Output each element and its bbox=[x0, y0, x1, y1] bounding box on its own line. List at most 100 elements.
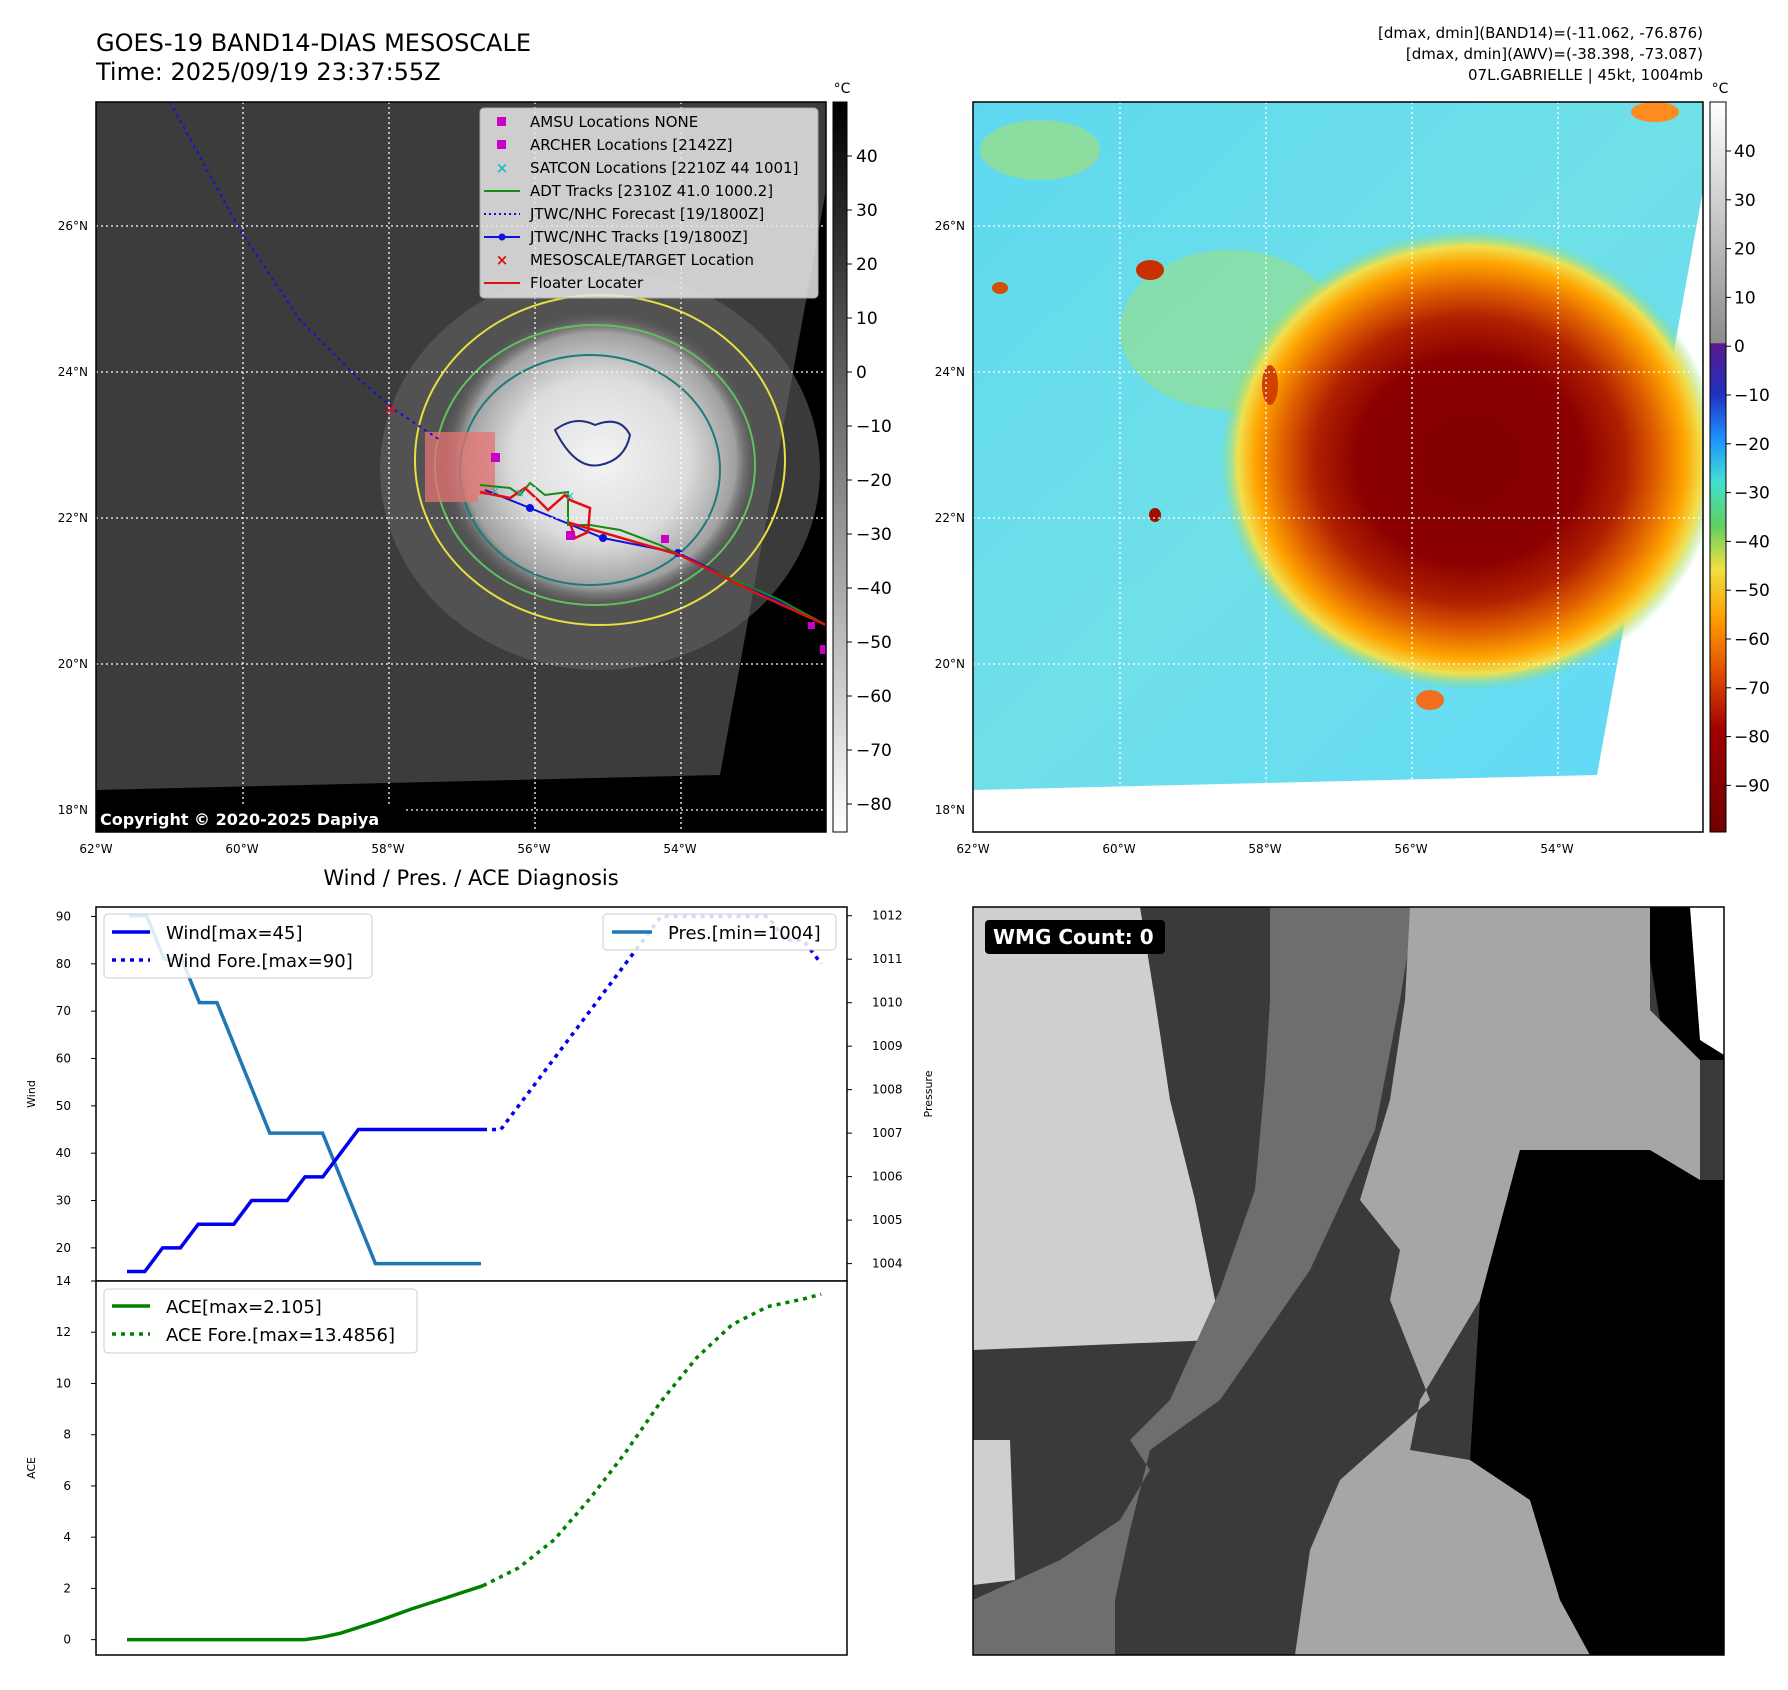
ir-contour-navy bbox=[553, 420, 632, 467]
colorbar-tick-label: −60 bbox=[1734, 630, 1770, 650]
legend-marker bbox=[497, 117, 506, 126]
wind-tick-label: 70 bbox=[56, 1004, 71, 1018]
legend-label: ARCHER Locations [2142Z] bbox=[530, 136, 733, 154]
cb-colorbar-unit: °C bbox=[1712, 81, 1729, 97]
ace-tick-label: 2 bbox=[63, 1581, 71, 1595]
wind-axis-label: Wind bbox=[25, 1080, 38, 1108]
pressure-tick-label: 1008 bbox=[872, 1083, 903, 1097]
ace-tick-label: 6 bbox=[63, 1479, 71, 1493]
ir-lat-labels: 26°N 24°N 22°N 20°N 18°N bbox=[58, 219, 88, 817]
wmg-light-region bbox=[973, 907, 1215, 1350]
archer-marker bbox=[491, 453, 500, 462]
wind-tick-label: 20 bbox=[56, 1241, 71, 1255]
archer-marker bbox=[661, 535, 669, 543]
lat-label: 24°N bbox=[58, 365, 88, 379]
colorbar-tick-label: −50 bbox=[1734, 581, 1770, 601]
colorbar-tick-label: 20 bbox=[856, 255, 878, 275]
wmg-frame bbox=[972, 906, 1725, 1656]
pressure-tick-label: 1009 bbox=[872, 1039, 903, 1053]
lon-label: 58°W bbox=[1248, 842, 1281, 856]
lat-label: 20°N bbox=[58, 657, 88, 671]
wind-fore-legend-label: Wind Fore.[max=90] bbox=[166, 951, 353, 972]
cb-colorbar: °C 40 30 20 10 0 −10 −20 −30 −40 −50 −60 −70 −80 −90 bbox=[1709, 81, 1770, 833]
lat-label: 18°N bbox=[935, 803, 965, 817]
colorbar-tick-label: −90 bbox=[1734, 776, 1770, 796]
wind-legend-label: Wind[max=45] bbox=[166, 923, 303, 944]
wmg-panel: WMG Count: 0 bbox=[972, 906, 1725, 1656]
awv-range: [dmax, dmin](AWV)=(-38.398, -73.087) bbox=[1406, 45, 1703, 63]
colorbar-tick-label: −70 bbox=[1734, 679, 1770, 699]
legend-label: AMSU Locations NONE bbox=[530, 113, 698, 131]
lat-label: 26°N bbox=[935, 219, 965, 233]
wmg-white-corner bbox=[1690, 907, 1724, 1055]
diagnosis-title: Wind / Pres. / ACE Diagnosis bbox=[323, 866, 618, 890]
storm-info: 07L.GABRIELLE | 45kt, 1004mb bbox=[1468, 66, 1703, 84]
wind-legend-box bbox=[103, 913, 373, 979]
colorbar-tick-label: −30 bbox=[856, 525, 892, 545]
colorbar-tick-label: −80 bbox=[1734, 728, 1770, 748]
pressure-legend: Pres.[min=1004] bbox=[602, 913, 837, 951]
legend-label: ADT Tracks [2310Z 41.0 1000.2] bbox=[530, 182, 773, 200]
wmg-gray-region bbox=[1295, 907, 1700, 1655]
colorbar-tick-label: −40 bbox=[1734, 532, 1770, 552]
colorbar-tick-label: −10 bbox=[856, 417, 892, 437]
ir-map-legend: AMSU Locations NONE ARCHER Locations [214… bbox=[479, 107, 819, 299]
colorbar-tick-label: −50 bbox=[856, 633, 892, 653]
figure-title: GOES-19 BAND14-DIAS MESOSCALE bbox=[96, 29, 531, 57]
colorbar-tick-label: −20 bbox=[1734, 435, 1770, 455]
colorbar-tick-label: −80 bbox=[856, 795, 892, 815]
wind-tick-label: 90 bbox=[56, 909, 71, 923]
track-point bbox=[599, 534, 607, 542]
cb-map-panel: 26°N 24°N 22°N 20°N 18°N 62°W 60°W 58°W 56°W 54°… bbox=[935, 101, 1704, 856]
ace-tick-label: 4 bbox=[63, 1530, 71, 1544]
ace-axis-label: ACE bbox=[25, 1457, 38, 1479]
satcon-marker: × bbox=[490, 484, 500, 498]
pressure-tick-label: 1007 bbox=[872, 1126, 903, 1140]
colorbar-tick-label: −10 bbox=[1734, 386, 1770, 406]
ace-legend-box bbox=[103, 1288, 418, 1354]
archer-marker bbox=[808, 622, 815, 629]
pressure-legend-label: Pres.[min=1004] bbox=[668, 923, 821, 944]
colorbar-tick-label: 20 bbox=[1734, 240, 1756, 260]
legend-box bbox=[479, 107, 819, 299]
cb-convective-cell bbox=[1149, 508, 1161, 522]
legend-label: JTWC/NHC Forecast [19/1800Z] bbox=[529, 205, 764, 223]
ace-tick-label: 0 bbox=[63, 1633, 71, 1647]
wind-tick-label: 40 bbox=[56, 1146, 71, 1160]
lat-label: 24°N bbox=[935, 365, 965, 379]
colorbar-tick-label: 10 bbox=[1734, 288, 1756, 308]
colorbar-tick-label: 0 bbox=[1734, 337, 1745, 357]
ace-series-line-0 bbox=[127, 1584, 484, 1642]
ir-colorbar-unit: °C bbox=[834, 81, 851, 97]
legend-label: JTWC/NHC Tracks [19/1800Z] bbox=[529, 228, 748, 246]
floater-locater-line bbox=[479, 486, 826, 627]
ace-tick-label: 10 bbox=[56, 1376, 71, 1390]
lon-label: 62°W bbox=[956, 842, 989, 856]
ace-legend-label: ACE[max=2.105] bbox=[166, 1297, 322, 1318]
wind-pressure-chart: Wind Pressure 20 30 40 50 60 70 80 90 1004 1005 10… bbox=[25, 906, 935, 1282]
legend-label: MESOSCALE/TARGET Location bbox=[530, 251, 754, 269]
figure-time: Time: 2025/09/19 23:37:55Z bbox=[95, 58, 441, 86]
band14-range: [dmax, dmin](BAND14)=(-11.062, -76.876) bbox=[1378, 24, 1703, 42]
cb-convective-cell bbox=[1262, 365, 1278, 405]
colorbar-tick-label: 40 bbox=[1734, 142, 1756, 162]
cb-convective-cell bbox=[1136, 260, 1164, 280]
cb-colorbar-ramp bbox=[1709, 101, 1727, 833]
lon-label: 56°W bbox=[517, 842, 550, 856]
cb-convective-cell bbox=[1631, 102, 1679, 122]
colorbar-tick-label: −60 bbox=[856, 687, 892, 707]
pressure-tick-label: 1004 bbox=[872, 1257, 903, 1271]
wmg-light-patch bbox=[973, 1440, 1015, 1585]
colorbar-tick-label: −20 bbox=[856, 471, 892, 491]
pressure-tick-label: 1010 bbox=[872, 996, 903, 1010]
colorbar-tick-label: −30 bbox=[1734, 484, 1770, 504]
cb-green-band bbox=[980, 120, 1100, 180]
colorbar-tick-label: 0 bbox=[856, 363, 867, 383]
wind-tick-label: 50 bbox=[56, 1099, 71, 1113]
legend-marker bbox=[497, 140, 506, 149]
ace-fore-legend-label: ACE Fore.[max=13.4856] bbox=[166, 1325, 395, 1346]
colorbar-tick-label: −70 bbox=[856, 741, 892, 761]
wmg-mid-region bbox=[973, 907, 1415, 1655]
lon-label: 58°W bbox=[371, 842, 404, 856]
